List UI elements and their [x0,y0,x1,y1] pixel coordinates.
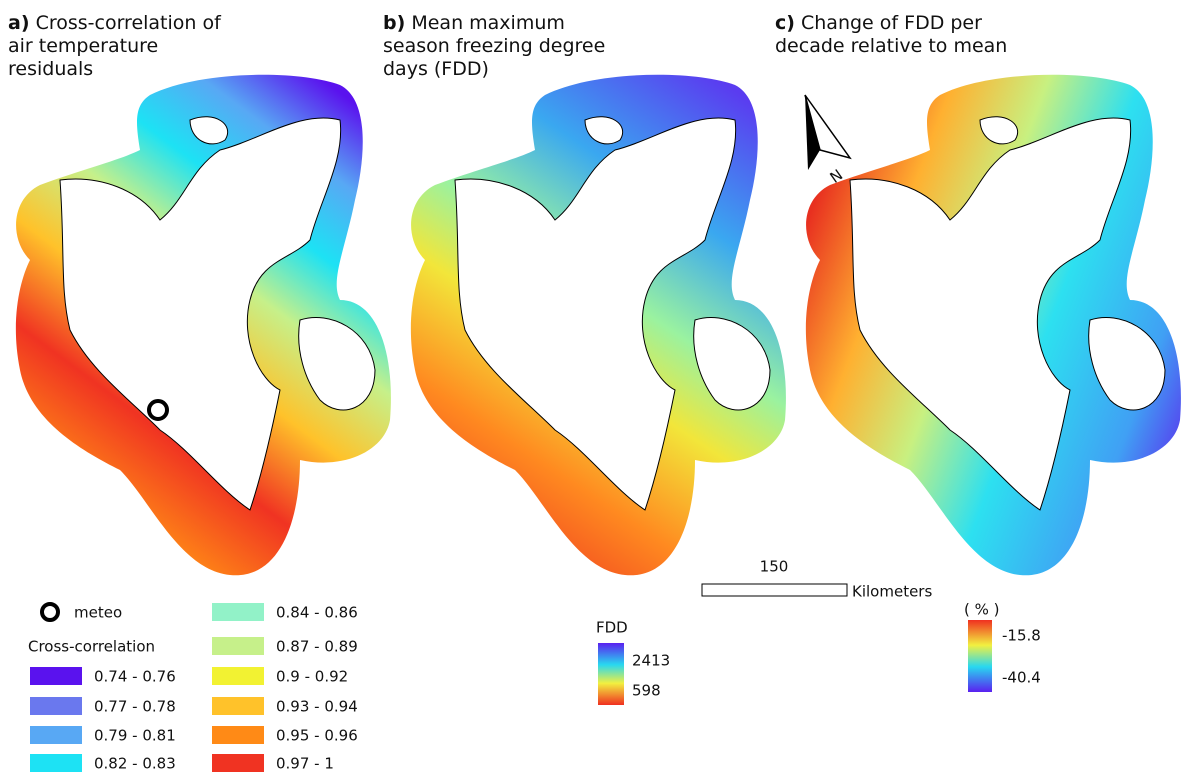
legend: 0.74 - 0.76 0.77 - 0.78 0.79 - 0.81 0.82 - … [30,603,358,773]
colorbar-title: ( % ) [964,601,1000,619]
legend-swatch [30,754,82,772]
map-b [410,74,786,576]
colorbar-max: 2413 [632,652,670,670]
legend-label: 0.87 - 0.89 [276,638,358,656]
colorbar-min: -40.4 [1002,669,1041,687]
title-text: season freezing degree [383,35,606,57]
legend-label: 0.97 - 1 [276,755,334,773]
legend-swatch [30,697,82,715]
scale-bar: 150 Kilometers [701,558,932,601]
title-text: days (FDD) [383,58,489,80]
title-line: air temperature [8,35,221,58]
panel-label: b) [383,12,406,34]
title-text: Change of FDD per [801,12,982,34]
legend-swatch [30,726,82,744]
title-text: Mean maximum [411,12,565,34]
title-line: a) Cross-correlation of [8,12,221,35]
legend-label: 0.74 - 0.76 [94,668,176,686]
meteo-label: meteo [74,604,122,622]
panel-title: b) Mean maximum season freezing degree day… [383,12,605,81]
title-line: b) Mean maximum [383,12,605,35]
legend-label: 0.9 - 0.92 [276,668,348,686]
colorbar-title: FDD [596,619,628,637]
legend-label: 0.84 - 0.86 [276,604,358,622]
title-line: days (FDD) [383,58,605,81]
legend-title: Cross-correlation [28,638,155,656]
colorbar-min: 598 [632,682,661,700]
title-line: season freezing degree [383,35,605,58]
legend-label: 0.79 - 0.81 [94,727,176,745]
scale-value: 150 [760,558,789,576]
legend-swatch [30,667,82,685]
legend-swatch [212,637,264,655]
meteo-symbol [40,602,60,622]
map-c [805,74,1181,576]
scale-unit: Kilometers [852,583,932,601]
panel-label: a) [8,12,30,34]
colorbar [598,643,624,705]
map-a [15,74,391,576]
title-line: residuals [8,58,221,81]
legend-swatch [212,754,264,772]
colorbar-max: -15.8 [1002,627,1041,645]
legend-label: 0.95 - 0.96 [276,727,358,745]
title-line: decade relative to mean [775,35,1007,58]
legend-label: 0.93 - 0.94 [276,698,358,716]
title-line: c) Change of FDD per [775,12,1007,35]
title-text: Cross-correlation of [35,12,221,34]
title-text: residuals [8,58,94,80]
panel-title: a) Cross-correlation of air temperature re… [8,12,221,81]
legend-label: 0.77 - 0.78 [94,698,176,716]
legend-swatch [212,603,264,621]
legend-label: 0.82 - 0.83 [94,755,176,773]
north-arrow: N [804,94,852,187]
panel-title: c) Change of FDD per decade relative to m… [775,12,1007,58]
panel-label: c) [775,12,795,34]
legend-swatch [212,697,264,715]
title-text: decade relative to mean [775,35,1008,57]
legend-swatch [212,726,264,744]
colorbar [968,620,992,692]
meteo-station [147,399,169,421]
title-text: air temperature [8,35,159,57]
legend-swatch [212,667,264,685]
